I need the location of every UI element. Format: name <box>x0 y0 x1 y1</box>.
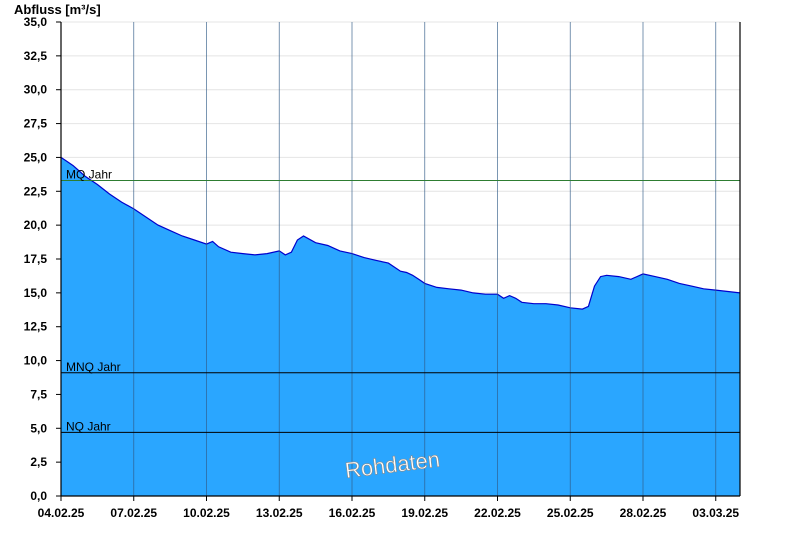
x-tick-label: 07.02.25 <box>110 506 157 520</box>
y-tick-label: 5,0 <box>30 421 47 435</box>
y-tick-label: 25,0 <box>24 150 48 164</box>
y-tick-label: 35,0 <box>24 15 48 29</box>
y-tick-label: 10,0 <box>24 354 48 368</box>
x-tick-label: 03.03.25 <box>692 506 739 520</box>
reference-line-label: MNQ Jahr <box>66 360 121 374</box>
reference-line-label: MQ Jahr <box>66 167 112 181</box>
reference-lines: MQ Jahr MNQ Jahr NQ Jahr <box>61 167 740 433</box>
y-axis-label: Abfluss [m³/s] <box>14 2 101 17</box>
axes <box>56 21 741 501</box>
y-tick-label: 22,5 <box>24 184 48 198</box>
vertical-grid-lines <box>133 22 717 496</box>
x-tick-label: 25.02.25 <box>547 506 594 520</box>
discharge-area <box>61 157 740 496</box>
y-tick-label: 12,5 <box>24 320 48 334</box>
x-tick-label: 10.02.25 <box>183 506 230 520</box>
y-tick-label: 20,0 <box>24 218 48 232</box>
y-tick-label: 2,5 <box>30 455 47 469</box>
y-tick-label: 32,5 <box>24 49 48 63</box>
y-tick-label: 0,0 <box>30 489 47 503</box>
x-tick-label: 16.02.25 <box>329 506 376 520</box>
y-tick-labels: 0,0 2,5 5,0 7,5 10,0 12,5 15,0 17,5 20,0 22,5 25,0… <box>24 15 48 503</box>
y-tick-label: 15,0 <box>24 286 48 300</box>
y-tick-label: 30,0 <box>24 83 48 97</box>
y-tick-label: 27,5 <box>24 117 48 131</box>
x-tick-label: 13.02.25 <box>256 506 303 520</box>
x-tick-label: 22.02.25 <box>474 506 521 520</box>
y-tick-label: 7,5 <box>30 387 47 401</box>
discharge-line <box>60 156 741 310</box>
x-tick-labels: 04.02.25 07.02.25 10.02.25 13.02.25 16.02.25… <box>38 506 740 520</box>
x-tick-label: 19.02.25 <box>401 506 448 520</box>
reference-line-label: NQ Jahr <box>66 419 111 433</box>
x-tick-label: 28.02.25 <box>620 506 667 520</box>
x-tick-label: 04.02.25 <box>38 506 85 520</box>
y-tick-label: 17,5 <box>24 252 48 266</box>
